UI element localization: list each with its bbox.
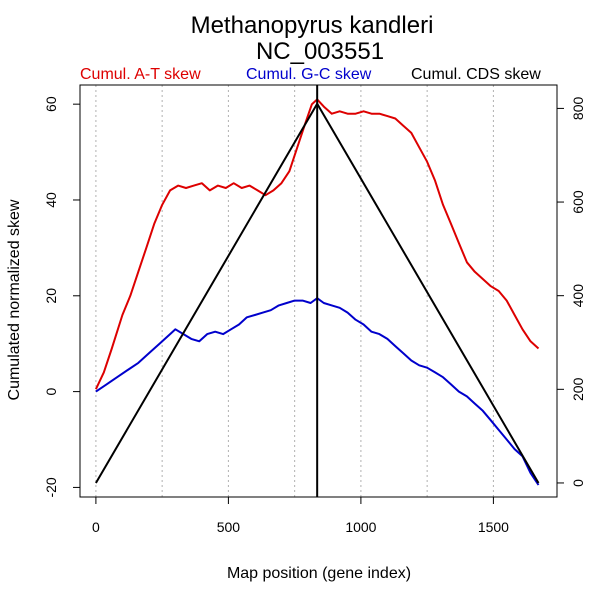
chart-text: Methanopyrus kandleri NC_003551 Cumul. A… xyxy=(6,12,541,582)
series-lines xyxy=(94,85,540,497)
grid xyxy=(95,85,494,497)
y2-tick-label-2: 400 xyxy=(570,284,586,308)
y-tick-label-0: -20 xyxy=(43,477,59,497)
legend-gc-skew: Cumul. G-C skew xyxy=(246,66,372,83)
legend-cds-skew: Cumul. CDS skew xyxy=(411,66,541,83)
y2-tick-label-1: 200 xyxy=(570,377,586,401)
x-tick-label-2: 1000 xyxy=(345,519,376,535)
y-tick-label-4: 60 xyxy=(43,96,59,112)
plot-frame xyxy=(79,84,558,498)
y2-tick-label-4: 800 xyxy=(570,97,586,121)
x-axis-label: Map position (gene index) xyxy=(227,565,411,582)
x-tick-label-1: 500 xyxy=(217,519,241,535)
chart-title: Methanopyrus kandleri xyxy=(191,12,434,39)
y-axis-label: Cumulated normalized skew xyxy=(6,199,23,400)
x-tick-label-0: 0 xyxy=(92,519,100,535)
y-tick-label-1: 0 xyxy=(43,388,59,396)
y2-tick-label-3: 600 xyxy=(570,190,586,214)
x-tick-label-3: 1500 xyxy=(478,519,509,535)
y2-tick-label-0: 0 xyxy=(570,479,586,487)
chart-subtitle: NC_003551 xyxy=(256,38,384,65)
y-tick-label-3: 40 xyxy=(43,192,59,208)
y-tick-label-2: 20 xyxy=(43,288,59,304)
legend-at-skew: Cumul. A-T skew xyxy=(80,66,201,83)
